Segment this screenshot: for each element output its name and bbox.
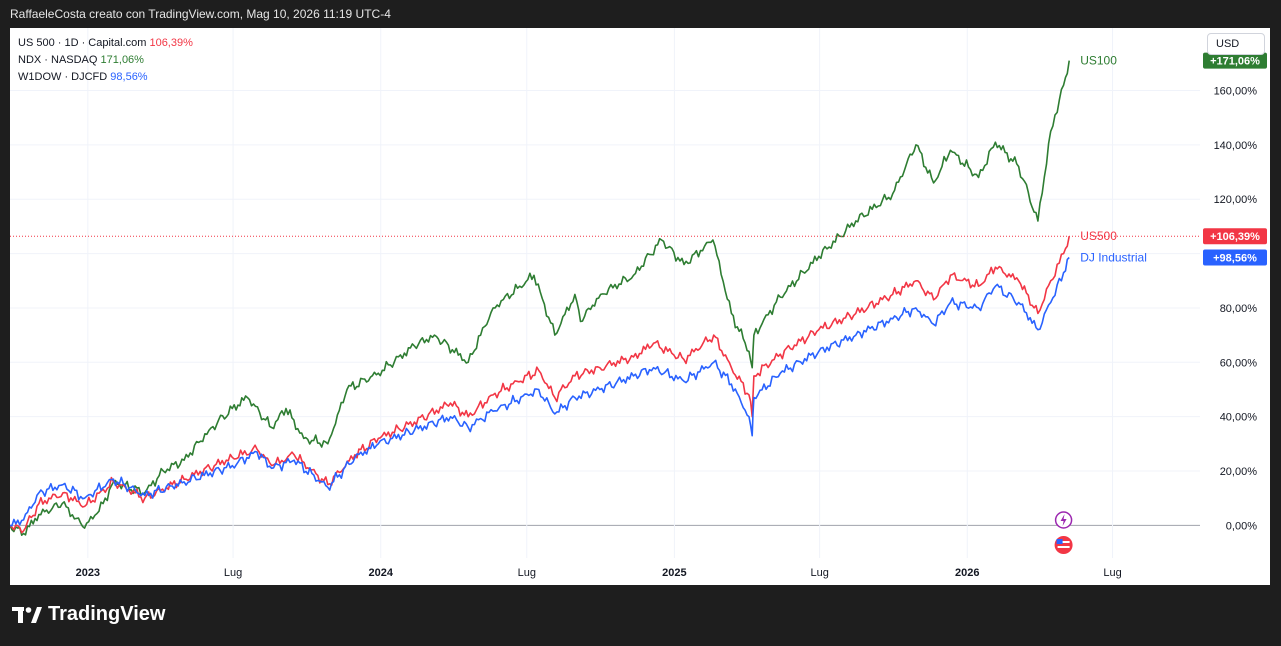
y-tick-label: 160,00%	[1214, 86, 1258, 98]
legend-series-value: 98,56%	[110, 71, 148, 83]
currency-button[interactable]: USD	[1207, 33, 1265, 55]
x-tick-label: 2023	[76, 567, 100, 579]
chart-frame	[10, 28, 1270, 585]
x-tick-label: 2024	[368, 567, 393, 579]
flag-canton	[1056, 539, 1063, 544]
x-tick-label: 2026	[955, 567, 979, 579]
series-label: US500	[1080, 229, 1117, 243]
chart-header: RaffaeleCosta creato con TradingView.com…	[10, 7, 391, 21]
price-badge-label: +98,56%	[1213, 253, 1257, 265]
series-line-dj-industrial	[10, 256, 1070, 527]
us-flag-icon	[1054, 536, 1073, 554]
price-badge	[1203, 52, 1267, 69]
y-tick-label: 140,00%	[1214, 140, 1258, 152]
x-tick-label: 2025	[662, 567, 686, 579]
price-badge	[1203, 228, 1267, 245]
y-tick-label: 80,00%	[1220, 303, 1258, 315]
series-label: DJ Industrial	[1080, 251, 1147, 265]
legend-series-name: US 500 · 1D · Capital.com	[18, 37, 147, 49]
x-tick-label: Lug	[518, 567, 536, 579]
price-badge-label: +171,06%	[1210, 56, 1260, 68]
legend-row-ndx[interactable]: NDX · NASDAQ 171,06%	[18, 52, 193, 69]
price-badge-label: +106,39%	[1210, 231, 1260, 243]
y-tick-label: 120,00%	[1214, 194, 1258, 206]
legend-series-value: 106,39%	[149, 37, 193, 49]
legend-row-w1dow[interactable]: W1DOW · DJCFD 98,56%	[18, 69, 193, 86]
tradingview-footer: TradingView	[12, 603, 165, 626]
y-tick-label: 0,00%	[1226, 520, 1257, 532]
series-line-us500	[10, 236, 1070, 534]
flag-stripe	[1057, 541, 1070, 543]
legend-series-name: NDX · NASDAQ	[18, 54, 98, 66]
flag-stripe	[1057, 546, 1070, 548]
chart-legend: US 500 · 1D · Capital.com 106,39% NDX · …	[18, 35, 193, 86]
x-tick-label: Lug	[224, 567, 242, 579]
price-badge	[1203, 249, 1267, 266]
y-tick-label: 40,00%	[1220, 412, 1258, 424]
y-tick-label: 60,00%	[1220, 357, 1258, 369]
x-tick-label: Lug	[810, 567, 828, 579]
x-tick-label: Lug	[1103, 567, 1121, 579]
price-chart[interactable]: 0,00% 20,00% 40,00% 60,00% 80,00% 120,00% 140,…	[10, 28, 1270, 585]
tradingview-logo-icon	[12, 606, 42, 623]
series-label: US100	[1080, 54, 1117, 68]
legend-row-us500[interactable]: US 500 · 1D · Capital.com 106,39%	[18, 35, 193, 52]
legend-series-value: 171,06%	[100, 54, 144, 66]
series-line-us100	[10, 60, 1070, 536]
tradingview-brand: TradingView	[48, 603, 166, 625]
lightning-bolt-icon	[1060, 514, 1067, 526]
y-tick-label: 20,00%	[1220, 466, 1258, 478]
legend-series-name: W1DOW · DJCFD	[18, 71, 108, 83]
